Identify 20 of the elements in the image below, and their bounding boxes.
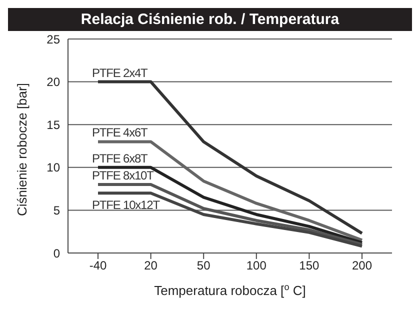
y-tick-label: 15 xyxy=(46,118,60,132)
x-tick-label: 100 xyxy=(246,258,267,273)
x-tick-label: 150 xyxy=(299,258,320,273)
y-tick-label: 20 xyxy=(46,75,60,90)
x-axis-title: Temperatura robocza [$^{o}$ C] xyxy=(154,282,306,298)
y-tick-label: 5 xyxy=(53,203,60,218)
series-label: PTFE 6x8T xyxy=(92,151,149,166)
chart-title: Relacja Ciśnienie rob. / Temperatura xyxy=(8,8,412,31)
y-tick-label: 10 xyxy=(46,160,60,175)
series-label: PTFE 10x12T xyxy=(92,198,161,212)
series-label: PTFE 2x4T xyxy=(92,66,149,80)
x-tick-label: 200 xyxy=(352,258,372,273)
series-label: PTFE 8x10T xyxy=(92,168,155,183)
x-tick-label: 50 xyxy=(196,258,211,273)
series-label: PTFE 4x6T xyxy=(92,126,149,140)
x-tick-label: 20 xyxy=(144,258,158,273)
y-tick-label: 25 xyxy=(46,32,60,46)
y-tick-label: 0 xyxy=(53,246,60,260)
y-axis-title: Ciśnienie robocze [bar] xyxy=(14,83,30,216)
x-tick-label: -40 xyxy=(89,258,107,273)
